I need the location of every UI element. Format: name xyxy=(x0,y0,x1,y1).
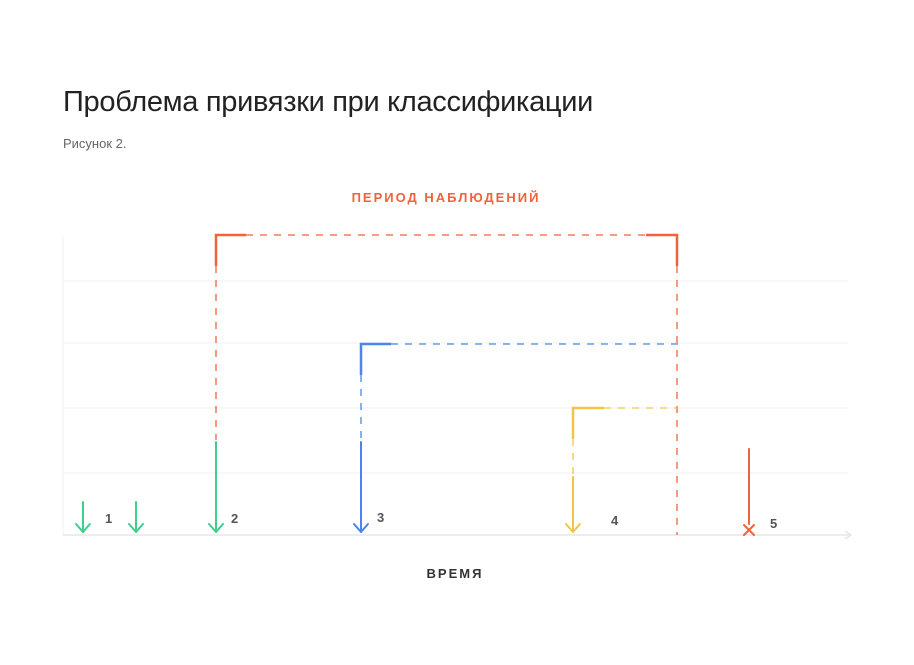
event-5-cross-icon-b xyxy=(743,524,755,536)
event-arrows xyxy=(75,441,755,536)
event-2-arrow-icon xyxy=(208,441,224,533)
event-5-label: 5 xyxy=(770,516,777,531)
event-1-label: 1 xyxy=(105,511,112,526)
page-title: Проблема привязки при классификации xyxy=(63,86,594,118)
observation-period xyxy=(214,233,679,535)
event-1b-arrow-icon xyxy=(128,501,144,533)
period-end-corner xyxy=(646,233,679,266)
event-1a-arrow-icon xyxy=(75,501,91,533)
time-axis-label: ВРЕМЯ xyxy=(426,566,484,581)
event-3-arrow-head xyxy=(353,523,369,533)
event-5-marker xyxy=(743,448,755,536)
event-3-label: 3 xyxy=(377,510,384,525)
blue-window xyxy=(359,342,680,440)
grid xyxy=(62,236,848,535)
time-axis-arrow-icon xyxy=(844,530,853,540)
yellow-window xyxy=(571,406,677,475)
blue-window-corner xyxy=(359,342,391,375)
event-2-label: 2 xyxy=(231,511,238,526)
time-axis xyxy=(63,530,853,540)
event-1a-arrow-head xyxy=(75,523,91,533)
event-4-arrow-head xyxy=(565,523,581,533)
event-1b-arrow-head xyxy=(128,523,144,533)
period-start-corner xyxy=(214,233,246,266)
event-4-arrow-icon xyxy=(565,476,581,533)
event-4-label: 4 xyxy=(611,513,619,528)
event-3-arrow-icon xyxy=(353,441,369,533)
yellow-window-corner xyxy=(571,406,604,439)
observation-period-label: ПЕРИОД НАБЛЮДЕНИЙ xyxy=(351,190,541,205)
event-2-arrow-head xyxy=(208,523,224,533)
figure-caption: Рисунок 2. xyxy=(63,136,127,151)
